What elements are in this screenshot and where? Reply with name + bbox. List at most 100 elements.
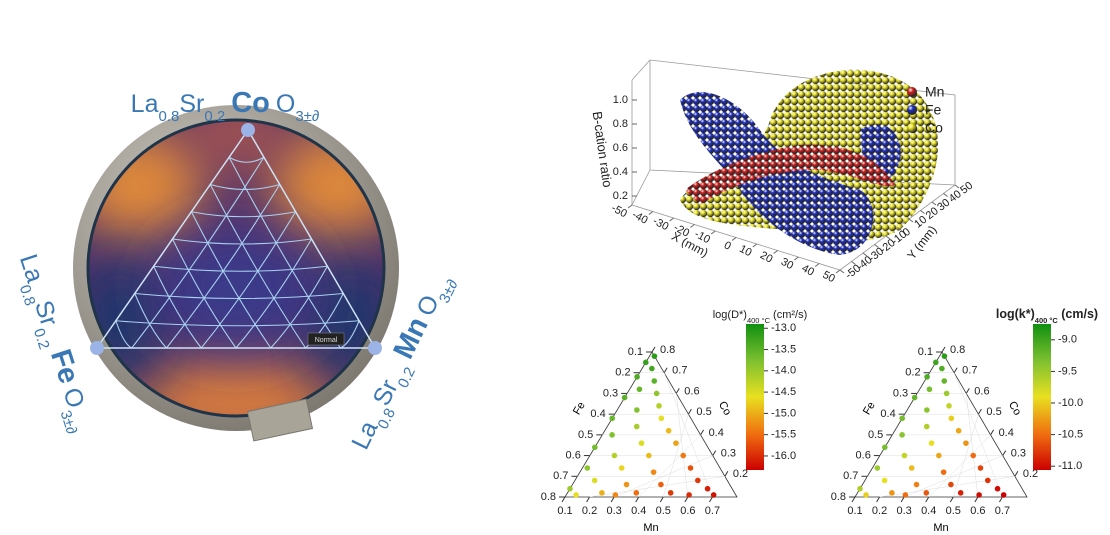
fe-tick-label: 0.1 xyxy=(918,346,933,358)
point xyxy=(941,378,948,384)
x-tick xyxy=(794,256,799,261)
point xyxy=(584,465,591,471)
mn-tick xyxy=(974,496,979,503)
mn-tick-label: 0.1 xyxy=(557,505,572,517)
mesh-line xyxy=(134,293,167,349)
x-tick-label: -40 xyxy=(630,209,650,227)
point xyxy=(567,485,573,492)
fe-tick-label: 0.6 xyxy=(856,449,871,461)
mn-tick xyxy=(684,496,689,503)
colorbar-title: log(D*)400 °C (cm²/s) xyxy=(713,309,808,325)
co-tick xyxy=(700,429,705,436)
point xyxy=(994,485,1001,492)
co-axis-label: Co xyxy=(1006,399,1023,417)
mn-tick-label: 0.5 xyxy=(656,505,671,517)
mn-tick xyxy=(708,496,713,503)
colorbar-title: log(k*)400 °C (cm/s) xyxy=(996,307,1098,325)
point xyxy=(899,432,905,438)
mn-tick xyxy=(925,496,930,503)
colorbar xyxy=(1033,324,1051,470)
point xyxy=(901,452,908,459)
point xyxy=(923,423,930,430)
fe-tick-label: 0.7 xyxy=(553,470,568,482)
x-tick xyxy=(752,243,758,248)
x-tick-label: 20 xyxy=(758,249,774,265)
point xyxy=(658,481,664,488)
point xyxy=(874,465,881,471)
mesh-line xyxy=(153,266,202,349)
grid-line xyxy=(638,434,701,498)
mesh-line xyxy=(115,320,133,349)
co-tick xyxy=(651,346,656,353)
z-tick-label: 0.4 xyxy=(613,166,628,178)
fe-tick-label: 0.4 xyxy=(880,408,895,420)
point xyxy=(633,490,640,496)
co-tick-label: 0.4 xyxy=(709,427,724,439)
x-tick-label: 40 xyxy=(800,262,816,278)
x-tick xyxy=(814,263,820,267)
point xyxy=(948,481,954,488)
fe-tick-label: 0.3 xyxy=(893,387,908,399)
legend-marker xyxy=(907,123,917,133)
point xyxy=(634,407,640,413)
mn-tick xyxy=(561,496,566,503)
point xyxy=(665,427,672,434)
point xyxy=(638,440,645,446)
mn-tick-label: 0.3 xyxy=(606,505,621,517)
mesh-line xyxy=(190,211,272,349)
point xyxy=(899,415,906,422)
mn-tick-label: 0.1 xyxy=(847,505,862,517)
co-tick-label: 0.3 xyxy=(1011,447,1026,459)
x-tick xyxy=(690,224,695,228)
z-tick-label: 0.6 xyxy=(613,142,628,154)
mn-tick-label: 0.2 xyxy=(582,505,597,517)
point xyxy=(651,353,658,359)
point xyxy=(908,465,915,471)
mn-tick xyxy=(949,496,954,503)
3d-surfaces xyxy=(680,69,939,255)
fe-axis-label: Fe xyxy=(571,400,588,417)
mesh-line xyxy=(210,183,280,190)
point xyxy=(609,432,615,438)
point xyxy=(634,374,640,380)
grid-line xyxy=(879,476,1015,498)
colorbar-tick-label: -9.5 xyxy=(1058,365,1077,377)
y-tick xyxy=(862,252,868,257)
point xyxy=(911,394,918,401)
grid-line xyxy=(966,393,979,498)
point xyxy=(686,492,692,498)
colorbar-tick-label: -15.5 xyxy=(771,429,796,441)
y-tick-label: 10 xyxy=(912,214,929,231)
mn-tick-label: 0.5 xyxy=(946,505,961,517)
ternary-frame xyxy=(854,351,1028,498)
point xyxy=(924,407,930,413)
fe-tick-label: 0.5 xyxy=(578,429,593,441)
z-tick-label: 0.8 xyxy=(613,118,628,130)
y-tick xyxy=(920,210,925,214)
point xyxy=(618,465,625,471)
point xyxy=(1000,492,1007,498)
x-tick-label: 30 xyxy=(779,256,795,272)
point xyxy=(650,469,657,475)
x-tick-label: -50 xyxy=(609,202,629,220)
mesh-line xyxy=(134,292,344,300)
mn-tick-label: 0.4 xyxy=(921,505,936,517)
mn-tick-label: 0.4 xyxy=(631,505,646,517)
x-tick-label: 0 xyxy=(722,239,733,252)
x-tick xyxy=(627,204,633,209)
fe-tick-label: 0.6 xyxy=(566,449,581,461)
point xyxy=(939,365,945,372)
y-tick xyxy=(943,193,948,197)
mesh-line xyxy=(340,320,360,349)
co-tick-label: 0.7 xyxy=(672,365,687,377)
point xyxy=(941,353,948,359)
point xyxy=(599,490,605,496)
colorbar-tick-label: -16.0 xyxy=(771,450,796,462)
point xyxy=(902,492,909,498)
co-tick xyxy=(1002,450,1007,456)
grid-line xyxy=(589,476,725,498)
point xyxy=(612,492,619,498)
co-tick xyxy=(724,471,729,477)
point xyxy=(948,415,955,422)
point xyxy=(646,452,652,459)
